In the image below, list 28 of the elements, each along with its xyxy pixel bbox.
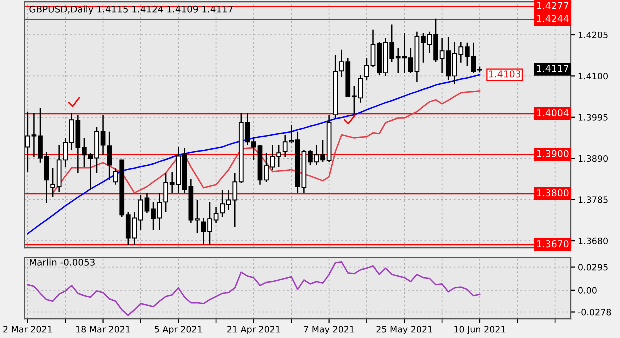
y-tick-label: 1.3680	[578, 238, 608, 244]
y-tick-label: 1.4205	[578, 32, 608, 38]
x-tick-label: 18 Mar 2021	[76, 326, 130, 333]
annotation: 1.4103	[489, 70, 521, 78]
annotation: 1.4117	[537, 65, 569, 72]
chart-title: Marlin -0.0053	[30, 258, 95, 266]
y-tick-label: 1.4100	[578, 73, 608, 80]
y-tick-label: 0.00	[578, 287, 597, 294]
ref-line-label: 1.4277	[537, 2, 569, 10]
x-tick-label: 7 May 2021	[304, 326, 354, 334]
ref-line-label: 1.3800	[537, 190, 569, 197]
ref-line-label: 1.3670	[537, 240, 569, 248]
y-tick-label: 0.0295	[578, 264, 608, 271]
x-tick-label: 10 Jun 2021	[454, 326, 506, 334]
y-tick-label: 1.3785	[578, 196, 608, 204]
ref-line-label: 1.3900	[537, 150, 569, 158]
y-tick-label: 1.3995	[578, 114, 608, 121]
y-tick-label: -0.0278	[578, 309, 612, 316]
chart-title: GBPUSD,Daily 1.4115 1.4124 1.4109 1.4117	[30, 6, 233, 15]
line-series	[27, 74, 481, 235]
x-tick-label: 2 Mar 2021	[4, 326, 52, 333]
x-tick-label: 25 May 2021	[376, 326, 432, 334]
ref-line-label: 1.4004	[537, 109, 569, 117]
x-tick-label: 5 Apr 2021	[155, 326, 202, 334]
x-tick-label: 21 Apr 2021	[228, 326, 280, 334]
line-series	[52, 90, 481, 194]
ref-line-label: 1.4244	[537, 15, 569, 22]
y-tick-label: 1.3890	[578, 155, 608, 162]
